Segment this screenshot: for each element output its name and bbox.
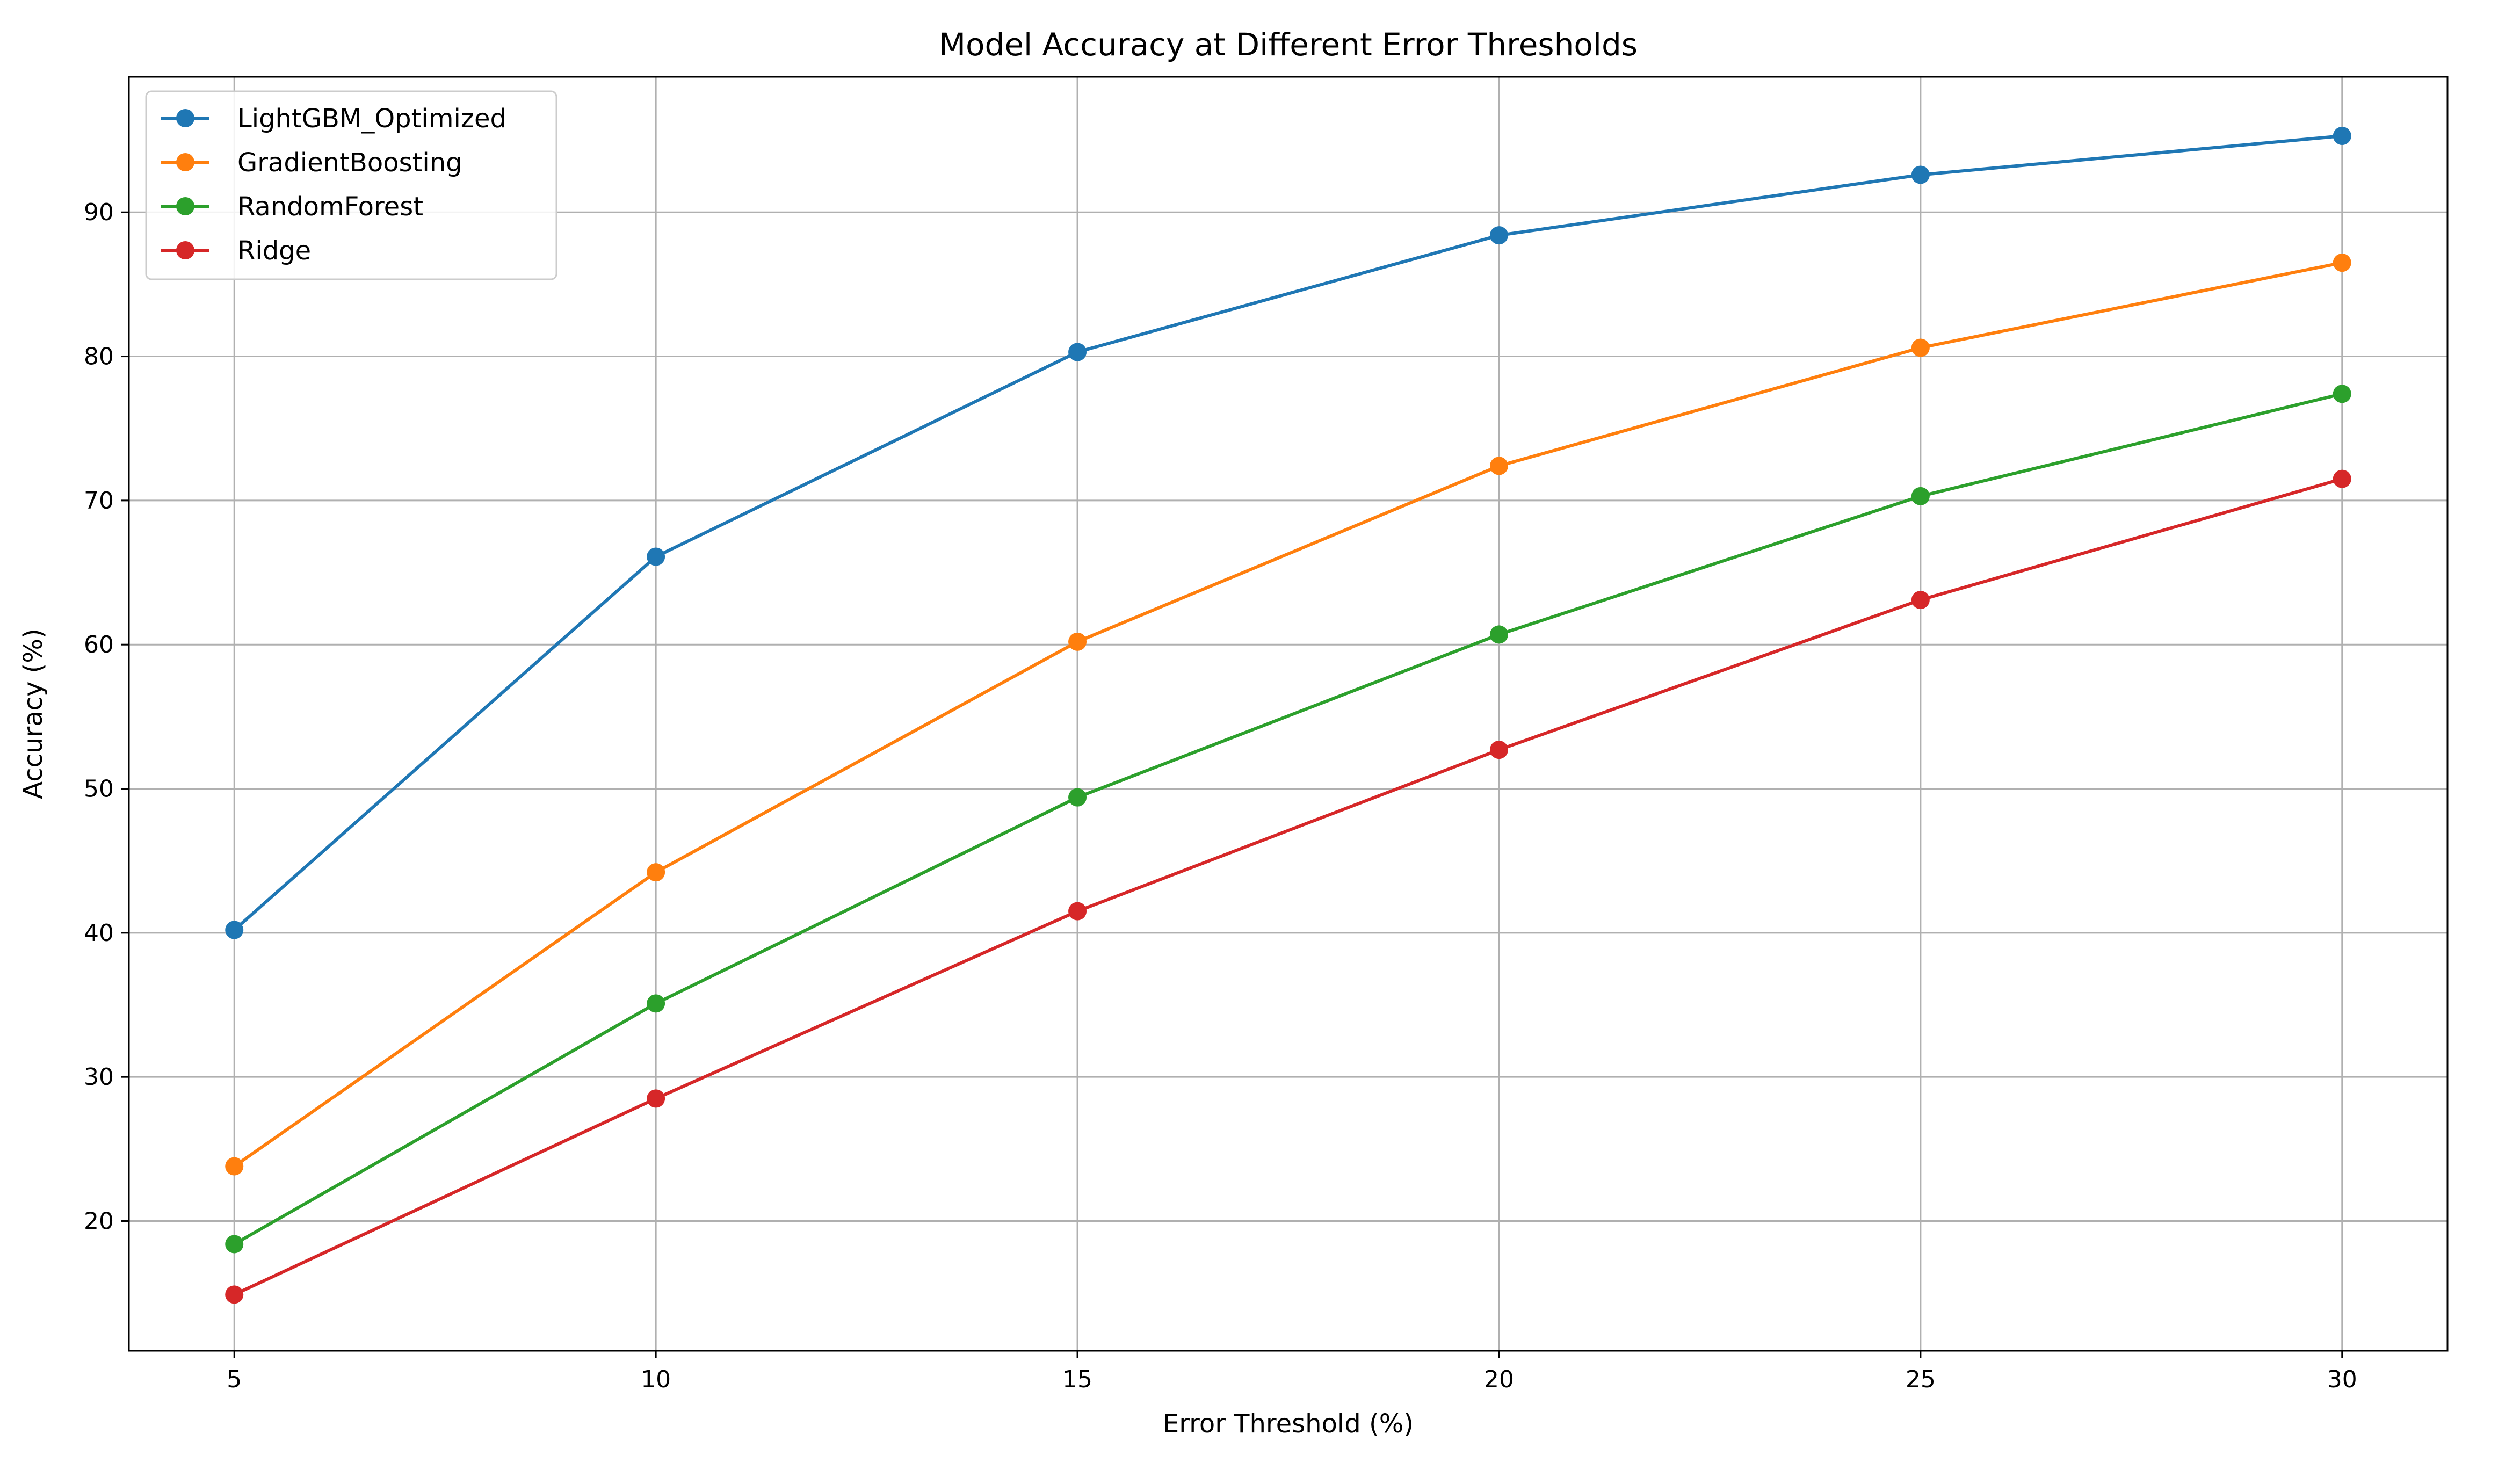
legend-box [145, 90, 557, 280]
y-tick-label: 40 [84, 919, 114, 947]
series-layer [225, 127, 2351, 1304]
series-line [233, 477, 2343, 1297]
data-point [1489, 457, 1508, 475]
y-tick-label: 80 [84, 343, 114, 371]
x-tick-label: 15 [1062, 1366, 1092, 1393]
series-line [233, 261, 2343, 1168]
y-tick-label: 20 [84, 1208, 114, 1235]
legend-label: RandomForest [237, 192, 423, 222]
data-point [1068, 788, 1087, 807]
data-point [1911, 338, 1930, 357]
data-point [225, 1285, 244, 1304]
data-point [647, 863, 665, 882]
x-tick-label: 10 [641, 1366, 671, 1393]
series-line [233, 134, 2343, 931]
legend-item: LightGBM_Optimized [161, 104, 506, 134]
legend: LightGBM_Optimized GradientBoosting Random… [145, 90, 557, 280]
legend-label: LightGBM_Optimized [237, 104, 506, 134]
data-point [647, 994, 665, 1013]
data-point [1911, 487, 1930, 505]
legend-label: GradientBoosting [237, 148, 462, 178]
data-point [225, 1157, 244, 1176]
legend-marker [176, 109, 194, 127]
legend-marker [176, 241, 194, 259]
legend-item: RandomForest [161, 192, 423, 222]
data-point [1068, 902, 1087, 921]
x-tick-label: 30 [2327, 1366, 2357, 1393]
data-point [2333, 254, 2351, 272]
data-point [1911, 165, 1930, 184]
series-line [233, 392, 2343, 1246]
series-lightgbm-optimized [225, 127, 2351, 939]
series-gradientboosting [225, 254, 2351, 1176]
data-point [647, 547, 665, 566]
data-point [1489, 226, 1508, 245]
data-point [2333, 385, 2351, 403]
plot-area-frame [128, 76, 2449, 1352]
y-tick-label: 70 [84, 487, 114, 515]
data-point [2333, 469, 2351, 488]
data-point [1911, 591, 1930, 610]
legend-item: GradientBoosting [161, 148, 462, 178]
data-point [225, 1235, 244, 1254]
chart-title: Model Accuracy at Different Error Thresh… [939, 26, 1638, 63]
legend-label: Ridge [237, 236, 311, 266]
legend-marker [176, 197, 194, 215]
x-tick-label: 20 [1484, 1366, 1514, 1393]
series-randomforest [225, 385, 2351, 1254]
x-axis-label: Error Threshold (%) [1163, 1409, 1414, 1439]
y-tick-label: 90 [84, 199, 114, 226]
y-tick-label: 60 [84, 631, 114, 658]
legend-marker [176, 153, 194, 171]
axis-ticks: 5 10 15 20 25 30 20 30 40 50 60 70 80 90 [84, 199, 2357, 1393]
y-axis-label: Accuracy (%) [18, 628, 48, 799]
x-tick-label: 5 [227, 1366, 242, 1393]
data-point [2333, 127, 2351, 146]
data-point [1068, 632, 1087, 651]
y-tick-label: 30 [84, 1063, 114, 1091]
data-point [1068, 343, 1087, 361]
data-point [225, 921, 244, 939]
y-tick-label: 50 [84, 776, 114, 803]
data-point [647, 1089, 665, 1108]
series-ridge [225, 469, 2351, 1304]
legend-item: Ridge [161, 236, 311, 266]
x-tick-label: 25 [1906, 1366, 1936, 1393]
data-point [1489, 625, 1508, 644]
data-point [1489, 741, 1508, 759]
grid [129, 77, 2447, 1351]
